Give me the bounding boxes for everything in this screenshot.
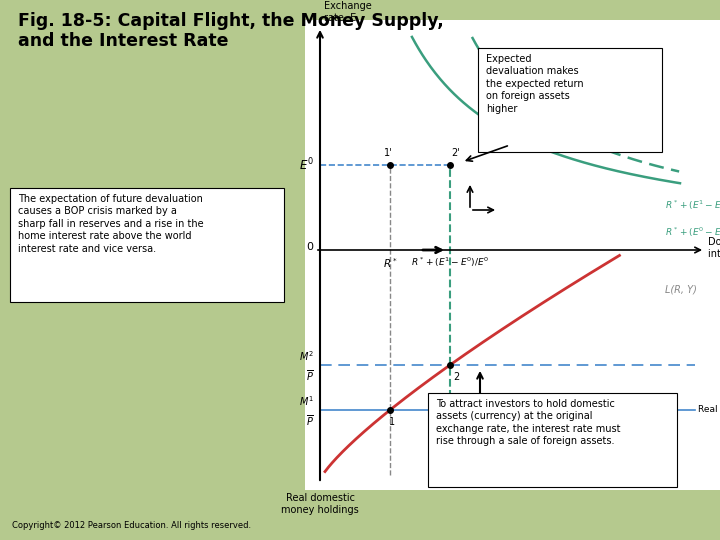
Text: $\overline{P}$: $\overline{P}$ bbox=[306, 368, 314, 383]
Text: 2': 2' bbox=[451, 148, 460, 158]
Text: 1': 1' bbox=[384, 148, 392, 158]
FancyBboxPatch shape bbox=[428, 393, 677, 487]
Text: Real money supply: Real money supply bbox=[698, 406, 720, 415]
FancyBboxPatch shape bbox=[478, 48, 662, 152]
FancyBboxPatch shape bbox=[10, 188, 284, 302]
Text: Expected
devaluation makes
the expected return
on foreign assets
higher: Expected devaluation makes the expected … bbox=[486, 54, 584, 113]
Text: $R^* + (E^1 - E^0)/E^0$: $R^* + (E^1 - E^0)/E^0$ bbox=[411, 256, 489, 269]
Text: $R^* + (E^1 - E)/E$: $R^* + (E^1 - E)/E$ bbox=[665, 198, 720, 212]
Text: 2: 2 bbox=[453, 372, 459, 382]
Text: $R^*$: $R^*$ bbox=[382, 256, 397, 270]
Text: $M^2$: $M^2$ bbox=[300, 349, 314, 363]
Text: $R^* + (E^0 - E)/E$: $R^* + (E^0 - E)/E$ bbox=[665, 225, 720, 239]
Text: $\overline{P}$: $\overline{P}$ bbox=[306, 413, 314, 428]
Text: Exchange
rate, E: Exchange rate, E bbox=[324, 2, 372, 23]
Text: and the Interest Rate: and the Interest Rate bbox=[18, 32, 228, 50]
Text: 0: 0 bbox=[306, 242, 313, 252]
Text: Fig. 18-5: Capital Flight, the Money Supply,: Fig. 18-5: Capital Flight, the Money Sup… bbox=[18, 12, 444, 30]
Text: To attract investors to hold domestic
assets (currency) at the original
exchange: To attract investors to hold domestic as… bbox=[436, 399, 621, 446]
Text: $E^0$: $E^0$ bbox=[299, 157, 314, 173]
Text: $M^1$: $M^1$ bbox=[300, 394, 314, 408]
Text: Copyright© 2012 Pearson Education. All rights reserved.: Copyright© 2012 Pearson Education. All r… bbox=[12, 521, 251, 530]
Text: Domestic
interest rate, R: Domestic interest rate, R bbox=[708, 237, 720, 259]
Text: The expectation of future devaluation
causes a BOP crisis marked by a
sharp fall: The expectation of future devaluation ca… bbox=[18, 194, 204, 254]
Text: 1: 1 bbox=[389, 417, 395, 427]
Text: Real domestic
money holdings: Real domestic money holdings bbox=[281, 493, 359, 515]
FancyBboxPatch shape bbox=[305, 20, 720, 490]
Text: L(R, Y): L(R, Y) bbox=[665, 285, 697, 295]
